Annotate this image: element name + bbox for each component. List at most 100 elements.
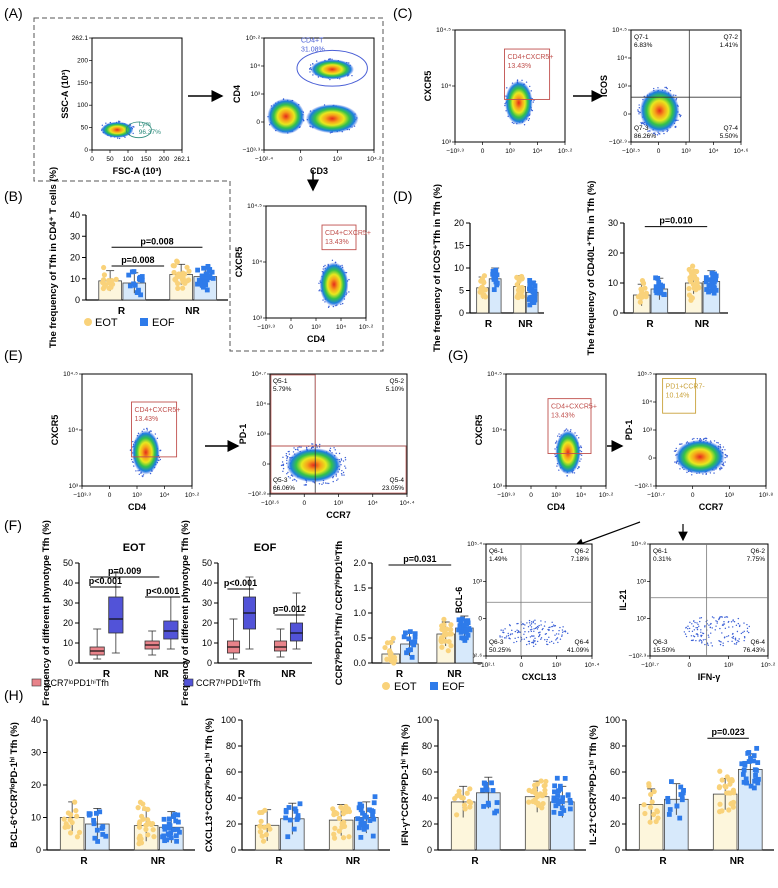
data-point — [201, 276, 207, 282]
event-dot — [321, 483, 323, 486]
event-dot — [289, 477, 291, 479]
x-axis-label: CCR7 — [699, 502, 724, 512]
event-dot — [286, 459, 288, 462]
data-point — [409, 640, 415, 646]
data-point — [195, 281, 200, 287]
event-dot — [700, 617, 703, 619]
event-dot — [711, 627, 713, 629]
panel-label-b: (B) — [4, 188, 23, 204]
event-dot — [710, 622, 712, 625]
event-dot — [318, 446, 321, 448]
y-tick-label: 10³ — [637, 578, 647, 585]
density-cloud — [675, 439, 725, 475]
legend-eof-label: EOF — [152, 317, 175, 329]
quadrant-percent: 86.26% — [634, 133, 656, 140]
p-value-label: p=0.009 — [108, 566, 141, 576]
event-dot — [696, 627, 699, 629]
data-point — [554, 797, 560, 803]
y-tick-label: 10 — [454, 263, 464, 273]
data-point — [653, 818, 659, 825]
event-dot — [580, 446, 583, 449]
data-point — [331, 809, 337, 815]
data-point — [257, 823, 263, 829]
y-tick-label: 10⁴ — [441, 83, 451, 90]
quadrant-name: Q7-4 — [724, 125, 739, 132]
data-point — [741, 779, 747, 785]
y-axis-label: CXCR5 — [50, 415, 60, 446]
gate-label: PD1+CCR7- — [666, 383, 706, 390]
gate-ellipse — [125, 121, 152, 139]
x-tick-label: 10⁵·² — [599, 492, 614, 499]
gate-percent: 10.14% — [666, 392, 690, 399]
data-point — [477, 289, 483, 295]
event-dot — [511, 633, 514, 635]
y-tick-label: 10³ — [253, 315, 263, 322]
event-dot — [297, 447, 299, 449]
event-dot — [693, 620, 695, 623]
data-point — [740, 772, 746, 777]
event-dot — [723, 464, 725, 467]
data-point — [331, 831, 337, 837]
legend-f3: EOT EOF — [382, 681, 465, 693]
data-point — [532, 283, 538, 289]
y-tick-label: 0 — [84, 147, 88, 154]
data-point — [458, 620, 464, 626]
event-dot — [142, 475, 144, 478]
event-dot — [555, 442, 557, 444]
data-point — [382, 644, 388, 651]
flow-plot-c2: Q7-16.83% Q7-21.41% Q7-386.26% Q7-45.50% −10… — [599, 27, 749, 155]
x-tick-label: R — [471, 856, 479, 867]
event-dot — [344, 459, 347, 461]
data-point — [674, 803, 680, 809]
quadrant-percent: 76.43% — [743, 647, 765, 654]
data-point — [204, 274, 209, 280]
event-dot — [342, 460, 345, 462]
data-point — [403, 630, 408, 636]
y-tick-label: 20 — [610, 819, 620, 829]
event-dot — [527, 631, 530, 633]
y-tick-label: 0 — [648, 455, 652, 462]
event-dot — [539, 631, 541, 633]
event-dot — [292, 479, 294, 482]
event-dot — [743, 635, 746, 638]
event-dot — [713, 440, 716, 442]
data-point — [543, 778, 549, 785]
data-point — [490, 271, 496, 277]
density-cloud — [319, 262, 349, 307]
data-point — [748, 755, 753, 761]
density-cloud — [639, 88, 680, 133]
event-dot — [516, 79, 519, 81]
event-dot — [338, 452, 341, 455]
event-dot — [663, 132, 665, 135]
event-dot — [719, 643, 722, 646]
event-dot — [532, 621, 534, 624]
gate-label: CD4+CXCR5+ — [508, 54, 554, 61]
event-dot — [723, 623, 726, 625]
data-point — [642, 810, 648, 817]
data-point — [753, 773, 758, 778]
y-tick-label: 10 — [31, 813, 41, 823]
y-tick-label: 30 — [70, 231, 80, 241]
data-point — [331, 835, 338, 841]
event-dot — [528, 640, 531, 643]
p-value-label: p=0.031 — [403, 554, 436, 564]
data-point — [481, 780, 487, 786]
event-dot — [719, 627, 721, 630]
event-dot — [669, 89, 672, 92]
data-point — [678, 784, 684, 790]
data-point — [204, 287, 210, 293]
event-dot — [710, 642, 712, 644]
event-dot — [713, 617, 715, 619]
y-tick-label: 10 — [608, 278, 618, 288]
event-dot — [546, 640, 548, 643]
event-dot — [523, 638, 525, 640]
y-tick-label: 0 — [36, 845, 41, 855]
event-dot — [573, 472, 576, 474]
y-tick-label: 15 — [454, 241, 464, 251]
data-point — [285, 834, 291, 840]
y-tick-label: 0 — [256, 119, 260, 126]
y-tick-label: 0 — [75, 295, 80, 305]
event-dot — [554, 448, 556, 450]
event-dot — [732, 632, 734, 635]
event-dot — [656, 134, 659, 136]
